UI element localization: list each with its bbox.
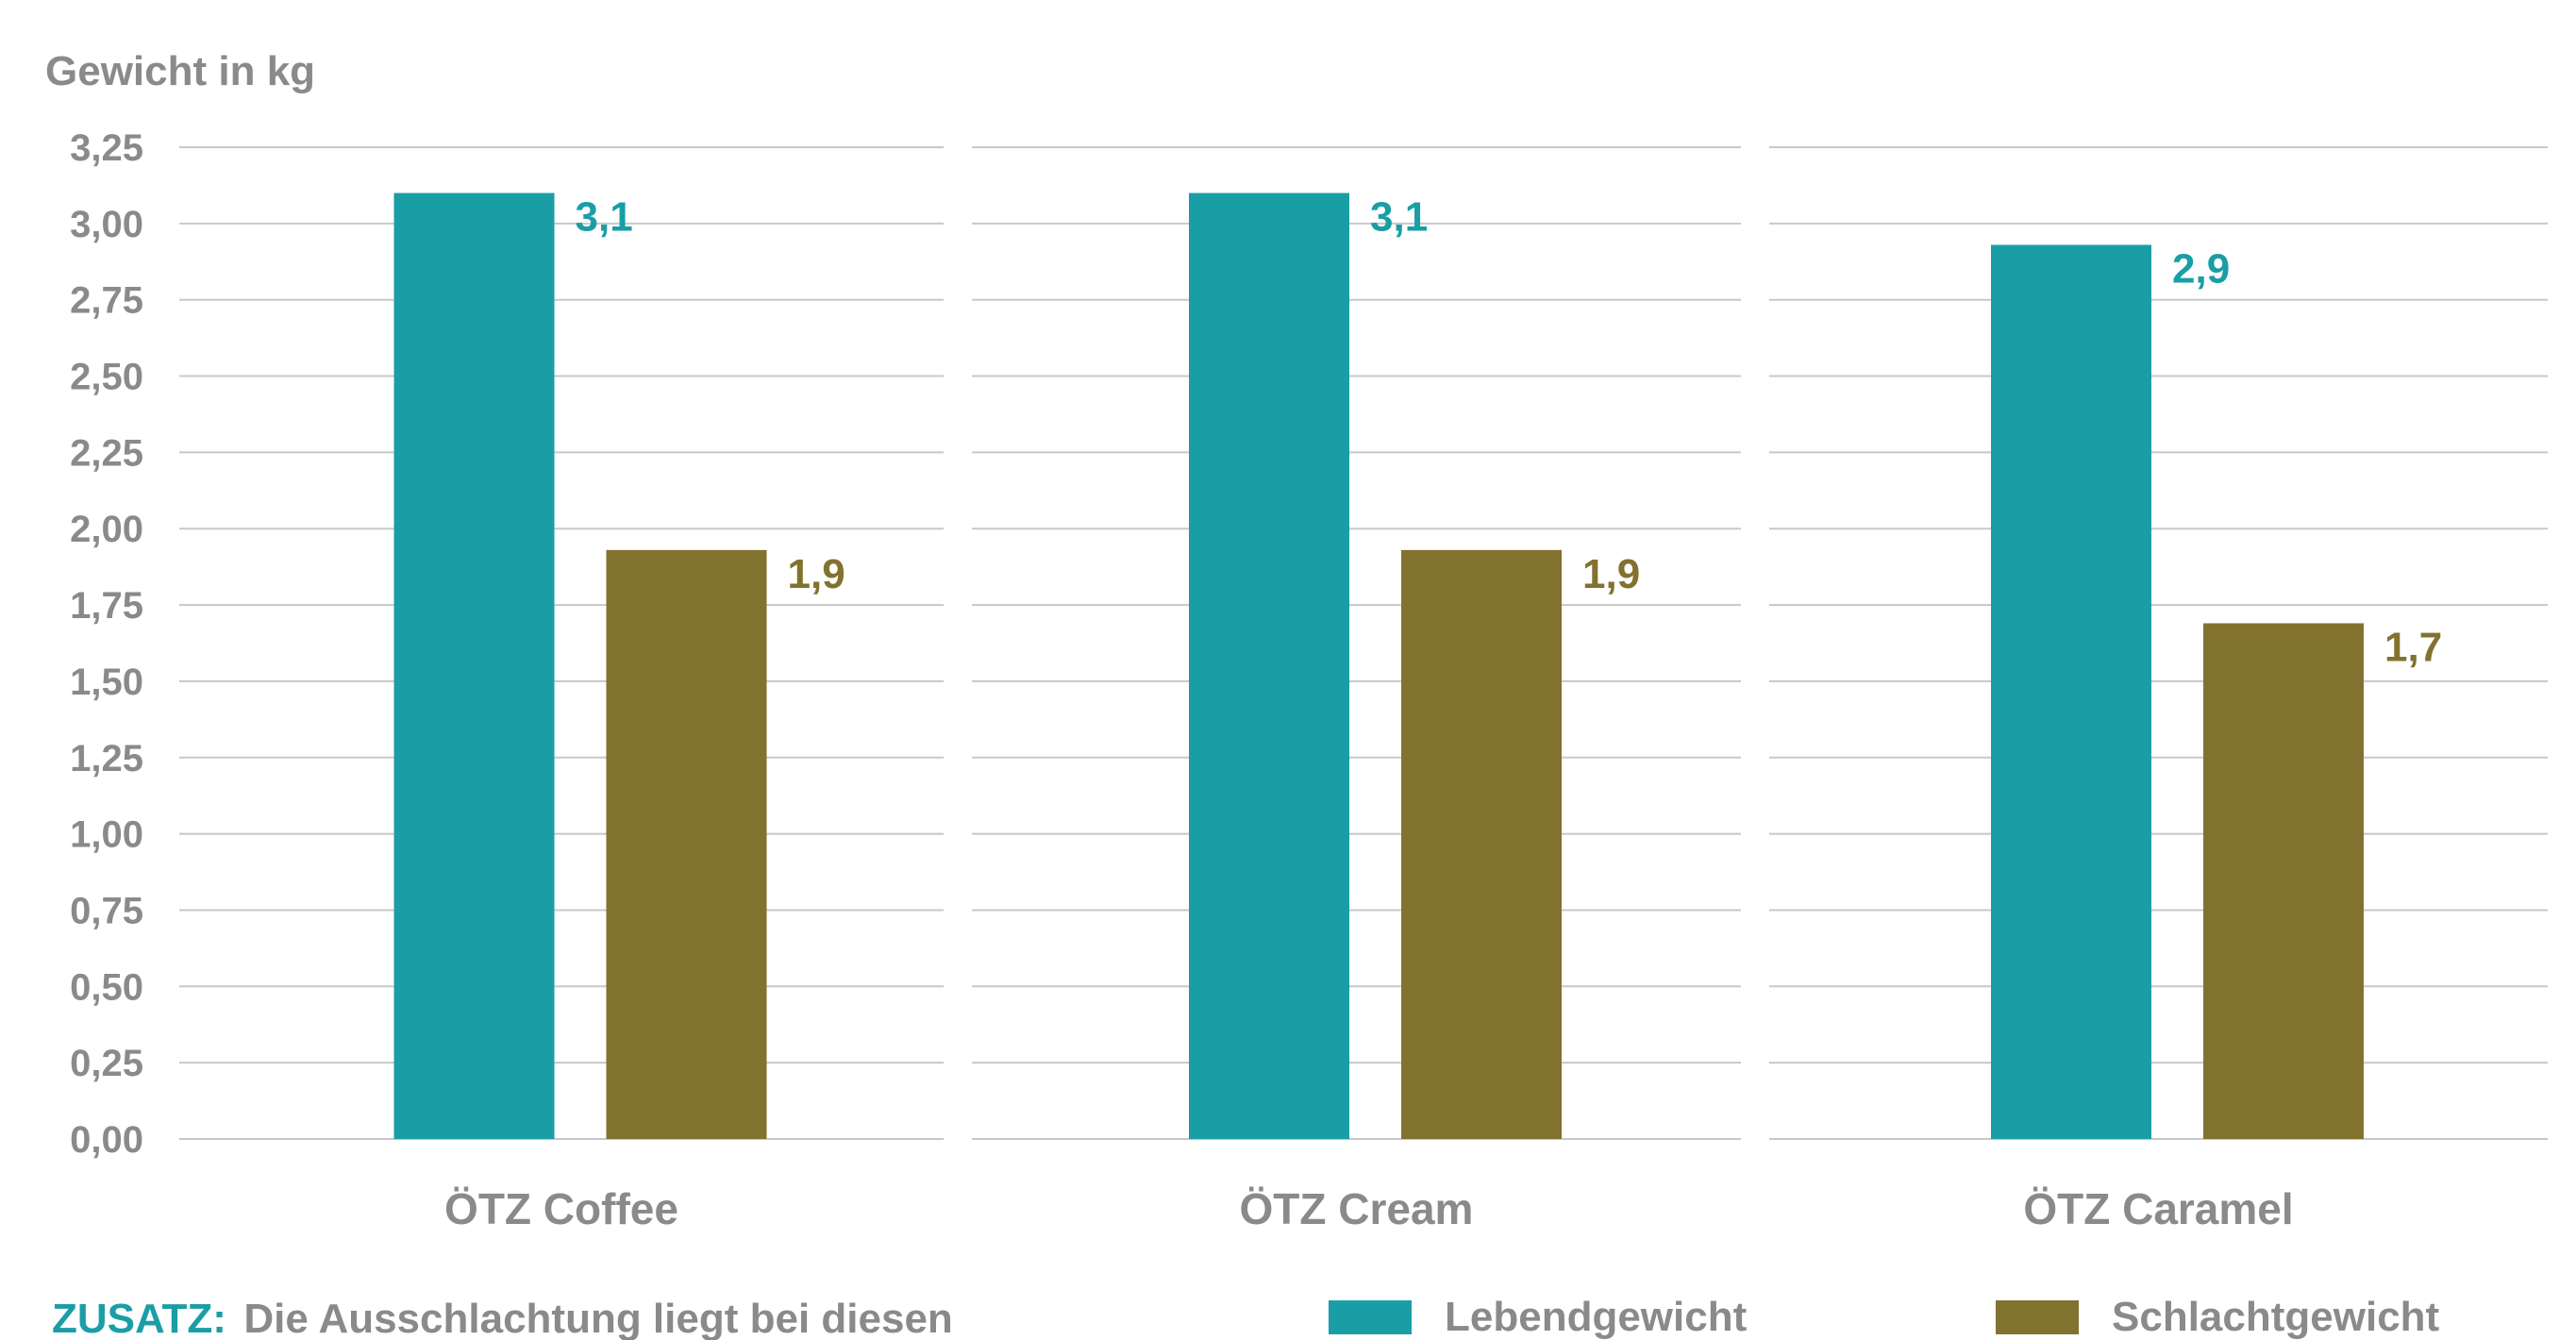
y-tick-label: 0,00	[70, 1119, 143, 1161]
y-tick-label: 1,25	[70, 738, 143, 779]
y-tick-label: 2,75	[70, 280, 143, 322]
bar-lebendgewicht-1	[393, 193, 555, 1139]
y-axis-ticks: 0,00 0,25 0,50 0,75 1,00 1,25 1,50 1,75 2,00 2,25…	[70, 127, 143, 1161]
y-tick-label: 3,00	[70, 204, 143, 245]
legend-label: Lebendgewicht	[1445, 1294, 1748, 1340]
data-label: 3,1	[1370, 194, 1428, 241]
y-tick-label: 0,75	[70, 890, 143, 931]
y-axis-title: Gewicht in kg	[45, 48, 315, 94]
legend-label: Schlachtgewicht	[2112, 1294, 2440, 1340]
gridlines	[179, 146, 2548, 1140]
bar-lebendgewicht-2	[1189, 193, 1349, 1139]
y-tick-label: 2,25	[70, 432, 143, 474]
y-tick-label: 3,25	[70, 127, 143, 169]
bar-schlachtgewicht-3	[2203, 623, 2364, 1139]
bars	[393, 193, 2364, 1140]
data-label: 1,9	[1582, 551, 1640, 597]
legend: Lebendgewicht Schlachtgewicht	[1329, 1294, 2440, 1340]
bar-lebendgewicht-3	[1991, 244, 2151, 1140]
y-tick-label: 1,75	[70, 585, 143, 627]
data-label: 2,9	[2172, 245, 2230, 292]
footnote: ZUSATZ: Die Ausschlachtung liegt bei die…	[52, 1296, 953, 1340]
bar-schlachtgewicht-2	[1401, 549, 1562, 1139]
bar-schlachtgewicht-1	[606, 549, 767, 1139]
data-label: 3,1	[576, 194, 633, 241]
data-label: 1,7	[2384, 624, 2442, 670]
x-axis-categories: ÖTZ Coffee ÖTZ Cream ÖTZ Caramel	[444, 1184, 2294, 1233]
footnote-key: ZUSATZ:	[52, 1296, 226, 1340]
y-tick-label: 2,50	[70, 357, 143, 398]
legend-swatch	[1996, 1300, 2079, 1334]
y-tick-label: 0,50	[70, 966, 143, 1008]
x-category-label: ÖTZ Cream	[1240, 1184, 1474, 1233]
y-tick-label: 1,00	[70, 814, 143, 856]
data-label: 1,9	[788, 551, 845, 597]
legend-swatch	[1329, 1300, 1412, 1334]
data-labels: 3,1 1,9 3,1 1,9 2,9 1,7	[576, 194, 2443, 671]
footnote-text: Die Ausschlachtung liegt bei diesen	[243, 1296, 952, 1340]
x-category-label: ÖTZ Coffee	[444, 1184, 678, 1233]
x-category-label: ÖTZ Caramel	[2023, 1184, 2293, 1233]
y-tick-label: 1,50	[70, 662, 143, 703]
y-tick-label: 2,00	[70, 509, 143, 550]
y-tick-label: 0,25	[70, 1043, 143, 1084]
